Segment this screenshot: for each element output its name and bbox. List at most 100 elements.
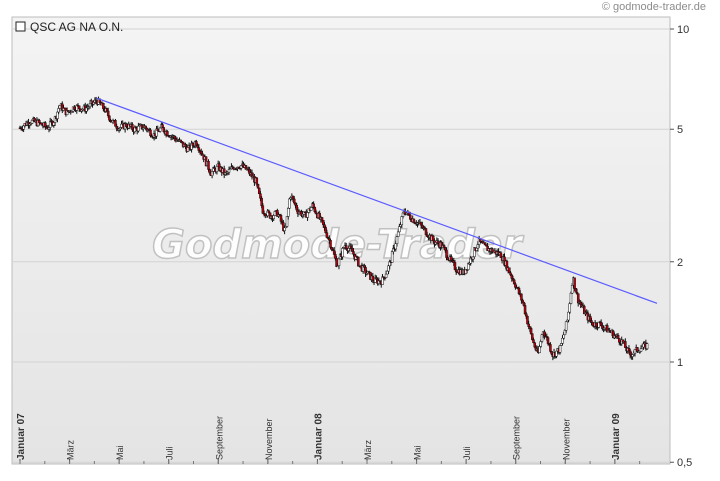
candle-body (639, 348, 643, 352)
candle-body (384, 273, 388, 278)
candle-body (483, 242, 487, 246)
candle-body (568, 303, 572, 313)
candle-body (325, 232, 329, 238)
candle-body (444, 247, 447, 251)
candle-body (162, 127, 166, 132)
y-tick-label: 10 (677, 24, 689, 36)
y-tick-label: 2 (677, 257, 683, 269)
chart-title: QSC AG NA O.N. (30, 20, 123, 34)
candle-body (137, 125, 140, 132)
candle-body (543, 331, 546, 337)
candle-body (186, 147, 190, 152)
candle-body (550, 351, 553, 355)
candle-body (510, 274, 514, 279)
x-tick-label: November (264, 418, 274, 460)
candle-body (508, 267, 511, 274)
candle-body (386, 270, 389, 275)
candle-body (398, 226, 401, 233)
y-tick-label: 5 (677, 124, 683, 136)
candle-body (273, 211, 277, 216)
candle-body (351, 247, 354, 252)
candle-body (454, 269, 458, 273)
candle-body (549, 344, 552, 352)
candle-body (115, 126, 118, 129)
candle-body (210, 171, 214, 176)
candle-body (347, 248, 350, 251)
candle-body (520, 293, 523, 301)
legend-marker (15, 21, 26, 32)
x-tick-label: Januar 07 (16, 413, 27, 460)
candle-body (285, 216, 289, 227)
candle-body (92, 102, 95, 105)
y-tick-label: 0,5 (677, 457, 692, 469)
candle-body (467, 263, 470, 270)
candle-body (539, 341, 543, 347)
candle-body (77, 105, 81, 109)
candle-body (44, 122, 47, 128)
candle-body (260, 197, 263, 206)
candle-body (517, 287, 521, 294)
candle-body (195, 141, 198, 146)
candle-body (239, 165, 243, 169)
copyright-text: © godmode-trader.de (601, 1, 706, 13)
candle-body (371, 275, 375, 281)
candle-body (636, 347, 639, 352)
candle-body (531, 333, 534, 340)
candle-body (633, 349, 637, 354)
candle-body (332, 250, 336, 255)
candle-body (450, 256, 453, 261)
x-tick-label: Januar 09 (611, 413, 622, 460)
trendline-layer (96, 97, 658, 304)
candle-body (329, 239, 332, 248)
legend: QSC AG NA O.N. (15, 20, 123, 34)
candle-body (144, 125, 147, 129)
candle-body (533, 342, 536, 348)
candle-body (599, 321, 603, 326)
candle-body (337, 258, 341, 267)
candle-body (314, 211, 318, 215)
candle-body (166, 131, 169, 136)
candle-body (215, 165, 219, 172)
candle-body (529, 328, 533, 334)
candle-body (306, 212, 309, 218)
candle-body (313, 207, 317, 213)
candle-body (120, 123, 123, 128)
candle-body (38, 120, 41, 123)
candle-body (560, 343, 563, 346)
candle-body (387, 265, 390, 272)
candle-body (526, 315, 529, 325)
candle-body (102, 103, 105, 110)
candle-body (390, 251, 394, 263)
candle-body (335, 258, 338, 267)
y-axis: 10 5 2 1 0,5 (670, 24, 692, 469)
candle-body (538, 346, 541, 353)
candle-body (424, 228, 428, 236)
candle-body (309, 207, 313, 211)
candle-body (645, 343, 649, 350)
plot-area (11, 16, 671, 465)
candle-body (555, 350, 558, 357)
candle-body (344, 245, 348, 249)
candle-body (257, 187, 261, 194)
candle-body (294, 202, 297, 206)
candle-body (561, 337, 564, 344)
candle-body (349, 245, 353, 249)
candle-body (40, 122, 43, 126)
candle-body (149, 129, 152, 137)
candle-body (512, 279, 516, 285)
candle-body (108, 115, 111, 121)
candle-body (540, 334, 544, 342)
candle-body (528, 326, 532, 329)
candle-body (589, 316, 592, 321)
candle-body (322, 219, 325, 225)
x-tick-label: September (214, 416, 224, 460)
candle-body (184, 144, 187, 148)
candle-body (499, 252, 503, 258)
candle-body (567, 311, 570, 321)
candle-body (527, 323, 530, 327)
y-tick-label: 1 (677, 357, 683, 369)
candle-body (509, 272, 512, 276)
candle-body (22, 125, 25, 130)
candle-body (131, 124, 134, 130)
x-tick-label: Juli (165, 446, 175, 460)
